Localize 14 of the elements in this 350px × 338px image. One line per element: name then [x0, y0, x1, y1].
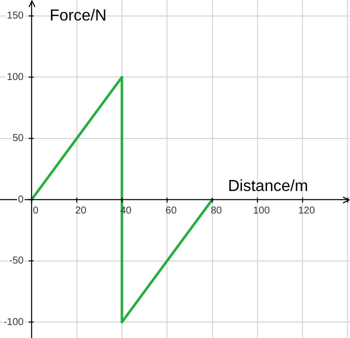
- x-axis-title: Distance/m: [228, 178, 308, 196]
- y-tick-label: 150: [6, 10, 24, 22]
- y-tick-label: 0: [18, 194, 24, 206]
- y-axis-title: Force/N: [50, 7, 107, 24]
- x-tick-label: 0: [32, 205, 39, 216]
- x-tick-label: 60: [166, 205, 178, 216]
- x-tick-label: 20: [75, 205, 87, 216]
- y-tick-label: 100: [6, 72, 24, 83]
- x-tick-label: 100: [253, 205, 270, 216]
- y-tick-label: -100: [4, 316, 24, 328]
- y-tick-label: -50: [9, 256, 24, 267]
- x-tick-label: 120: [298, 205, 316, 216]
- x-tick-label: 80: [210, 205, 222, 216]
- y-tick-label: 50: [12, 133, 24, 144]
